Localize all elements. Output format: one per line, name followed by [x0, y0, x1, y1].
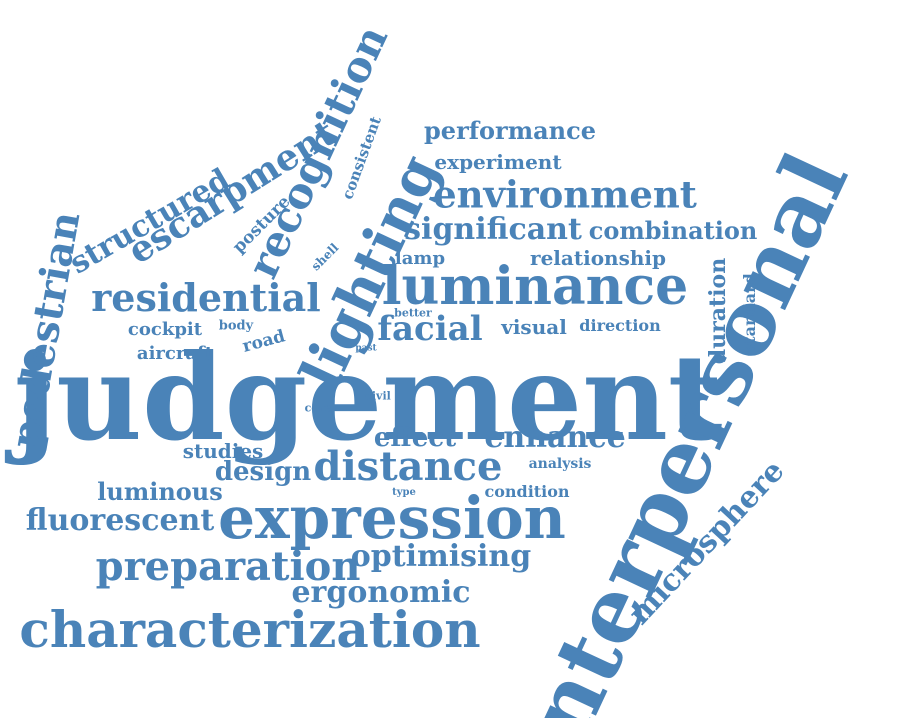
word-past: past — [355, 343, 377, 354]
word-combination: combination — [588, 216, 758, 245]
word-effect: effect — [373, 423, 457, 453]
word-luminous: luminous — [97, 477, 223, 506]
word-optimising: optimising — [350, 539, 532, 574]
word-luminance: luminance — [381, 256, 689, 317]
word-core: core — [304, 401, 332, 415]
word-aircraft: aircraft — [136, 343, 214, 364]
word-body: body — [218, 318, 254, 334]
word-design: design — [214, 457, 312, 487]
word-visual: visual — [501, 315, 567, 339]
word-performance: performance — [424, 116, 596, 145]
word-fluorescent: fluorescent — [25, 503, 215, 538]
word-judgement: judgement — [13, 328, 723, 467]
word-civil: civil — [365, 389, 391, 403]
word-enhance: enhance — [484, 420, 626, 455]
word-relationship: relationship — [530, 246, 666, 270]
word-characterization: characterization — [19, 600, 481, 659]
word-condition: condition — [484, 482, 570, 501]
word-significant: significant — [404, 212, 582, 247]
word-lamp: lamp — [394, 248, 446, 269]
word-ergonomic: ergonomic — [291, 575, 471, 610]
word-preparation: preparation — [95, 543, 361, 590]
word-duration: duration — [705, 257, 731, 365]
word-analysis: analysis — [528, 456, 592, 472]
word-direction: direction — [579, 316, 661, 335]
word-better: better — [394, 306, 432, 320]
word-studies: studies — [182, 439, 264, 463]
word-residential: residential — [91, 275, 321, 320]
word-distance: distance — [313, 443, 503, 490]
word-experiment: experiment — [434, 150, 562, 174]
word-cockpit: cockpit — [127, 319, 203, 340]
word-environment: environment — [433, 172, 697, 217]
word-type: type — [392, 487, 416, 498]
word-facial: facial — [377, 309, 483, 349]
word-expression: expression — [218, 484, 566, 552]
word-standard: standard — [740, 273, 759, 353]
